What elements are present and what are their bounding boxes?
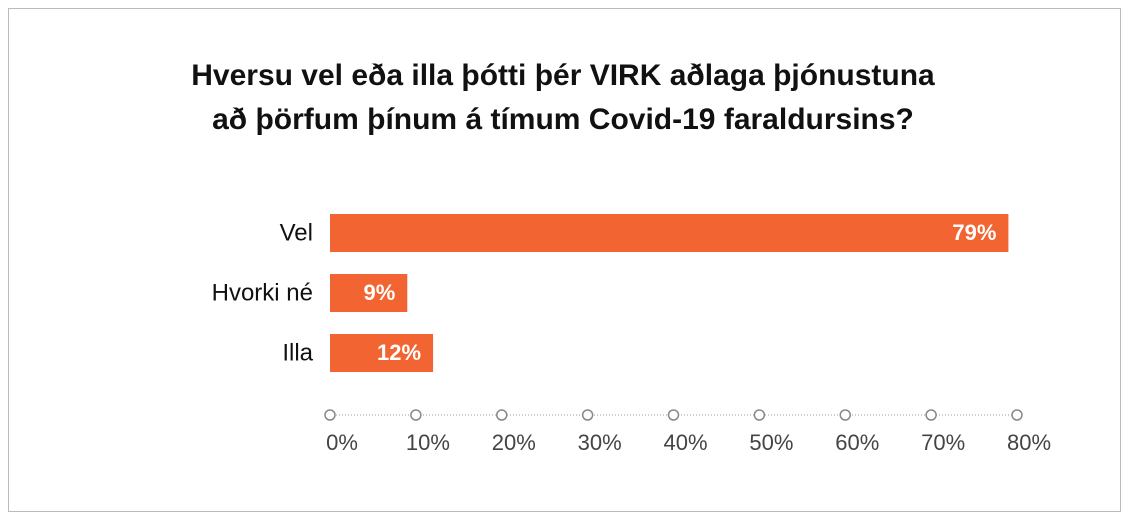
x-tick-label: 70%: [921, 430, 965, 455]
tick-mark: [1011, 409, 1023, 421]
bar: [330, 214, 1009, 252]
bar: [330, 334, 434, 372]
x-tick-label: 0%: [326, 430, 358, 455]
x-tick-label: 10%: [406, 430, 450, 455]
tick-mark: [410, 409, 422, 421]
chart-title: Hversu vel eða illa þótti þér VIRK aðlag…: [191, 59, 935, 92]
value-label: 12%: [377, 340, 421, 365]
tick-mark: [925, 409, 937, 421]
x-tick-label: 30%: [578, 430, 622, 455]
value-label: 79%: [952, 220, 996, 245]
tick-mark: [667, 409, 680, 421]
value-label: 9%: [363, 280, 395, 305]
x-tick-label: 50%: [749, 430, 793, 455]
bar: [330, 274, 408, 312]
tick-mark: [753, 409, 766, 421]
tick-mark: [581, 409, 594, 421]
tick-mark: [324, 409, 336, 421]
chart-title: að þörfum þínum á tímum Covid-19 faraldu…: [212, 103, 914, 136]
frame: [8, 8, 1121, 512]
x-tick-label: 20%: [492, 430, 536, 455]
tick-mark: [839, 409, 851, 421]
category-label: Hvorki né: [212, 279, 313, 306]
category-label: Vel: [280, 219, 313, 246]
x-tick-label: 60%: [835, 430, 879, 455]
category-label: Illa: [282, 339, 313, 366]
x-tick-label: 80%: [1007, 430, 1051, 455]
tick-mark: [496, 409, 508, 421]
x-tick-label: 40%: [663, 430, 707, 455]
